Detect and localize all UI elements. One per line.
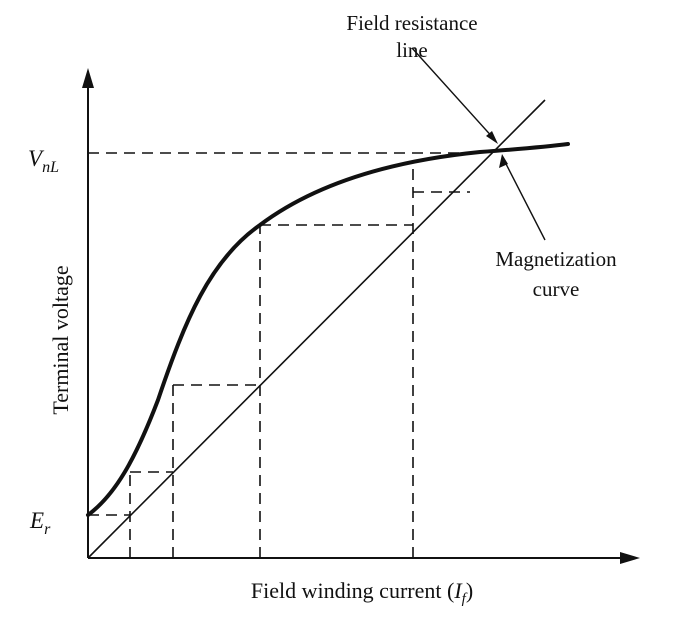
y-axis-label: Terminal voltage <box>48 265 73 414</box>
x-axis-label-symbol: I <box>453 578 463 603</box>
magnetization-curve <box>86 142 570 517</box>
magnetization-label-line2: curve <box>533 277 580 301</box>
x-axis-label-subscript: f <box>462 591 468 607</box>
er-main: E <box>29 508 44 533</box>
magnetization-label-line1: Magnetization <box>495 247 617 271</box>
magnetization-pointer-head <box>499 154 508 168</box>
x-axis-label-prefix: Field winding current ( <box>251 578 454 603</box>
vnl-main: V <box>28 146 45 171</box>
y-axis-arrowhead <box>82 68 94 88</box>
field-resistance-pointer <box>411 47 496 141</box>
er-subscript: r <box>44 521 51 538</box>
field-resistance-line <box>87 99 546 559</box>
vnl-subscript: nL <box>42 159 59 176</box>
vnl-label: VnL <box>28 146 59 176</box>
field-resistance-label-line2: line <box>396 38 428 62</box>
er-label: Er <box>29 508 51 538</box>
x-axis-label-suffix: ) <box>466 578 473 603</box>
magnetization-pointer <box>503 159 546 241</box>
x-axis-label: Field winding current (If) <box>251 578 473 607</box>
field-resistance-pointer-head <box>486 131 498 144</box>
field-resistance-label-line1: Field resistance <box>346 11 477 35</box>
x-axis-arrowhead <box>620 552 640 564</box>
